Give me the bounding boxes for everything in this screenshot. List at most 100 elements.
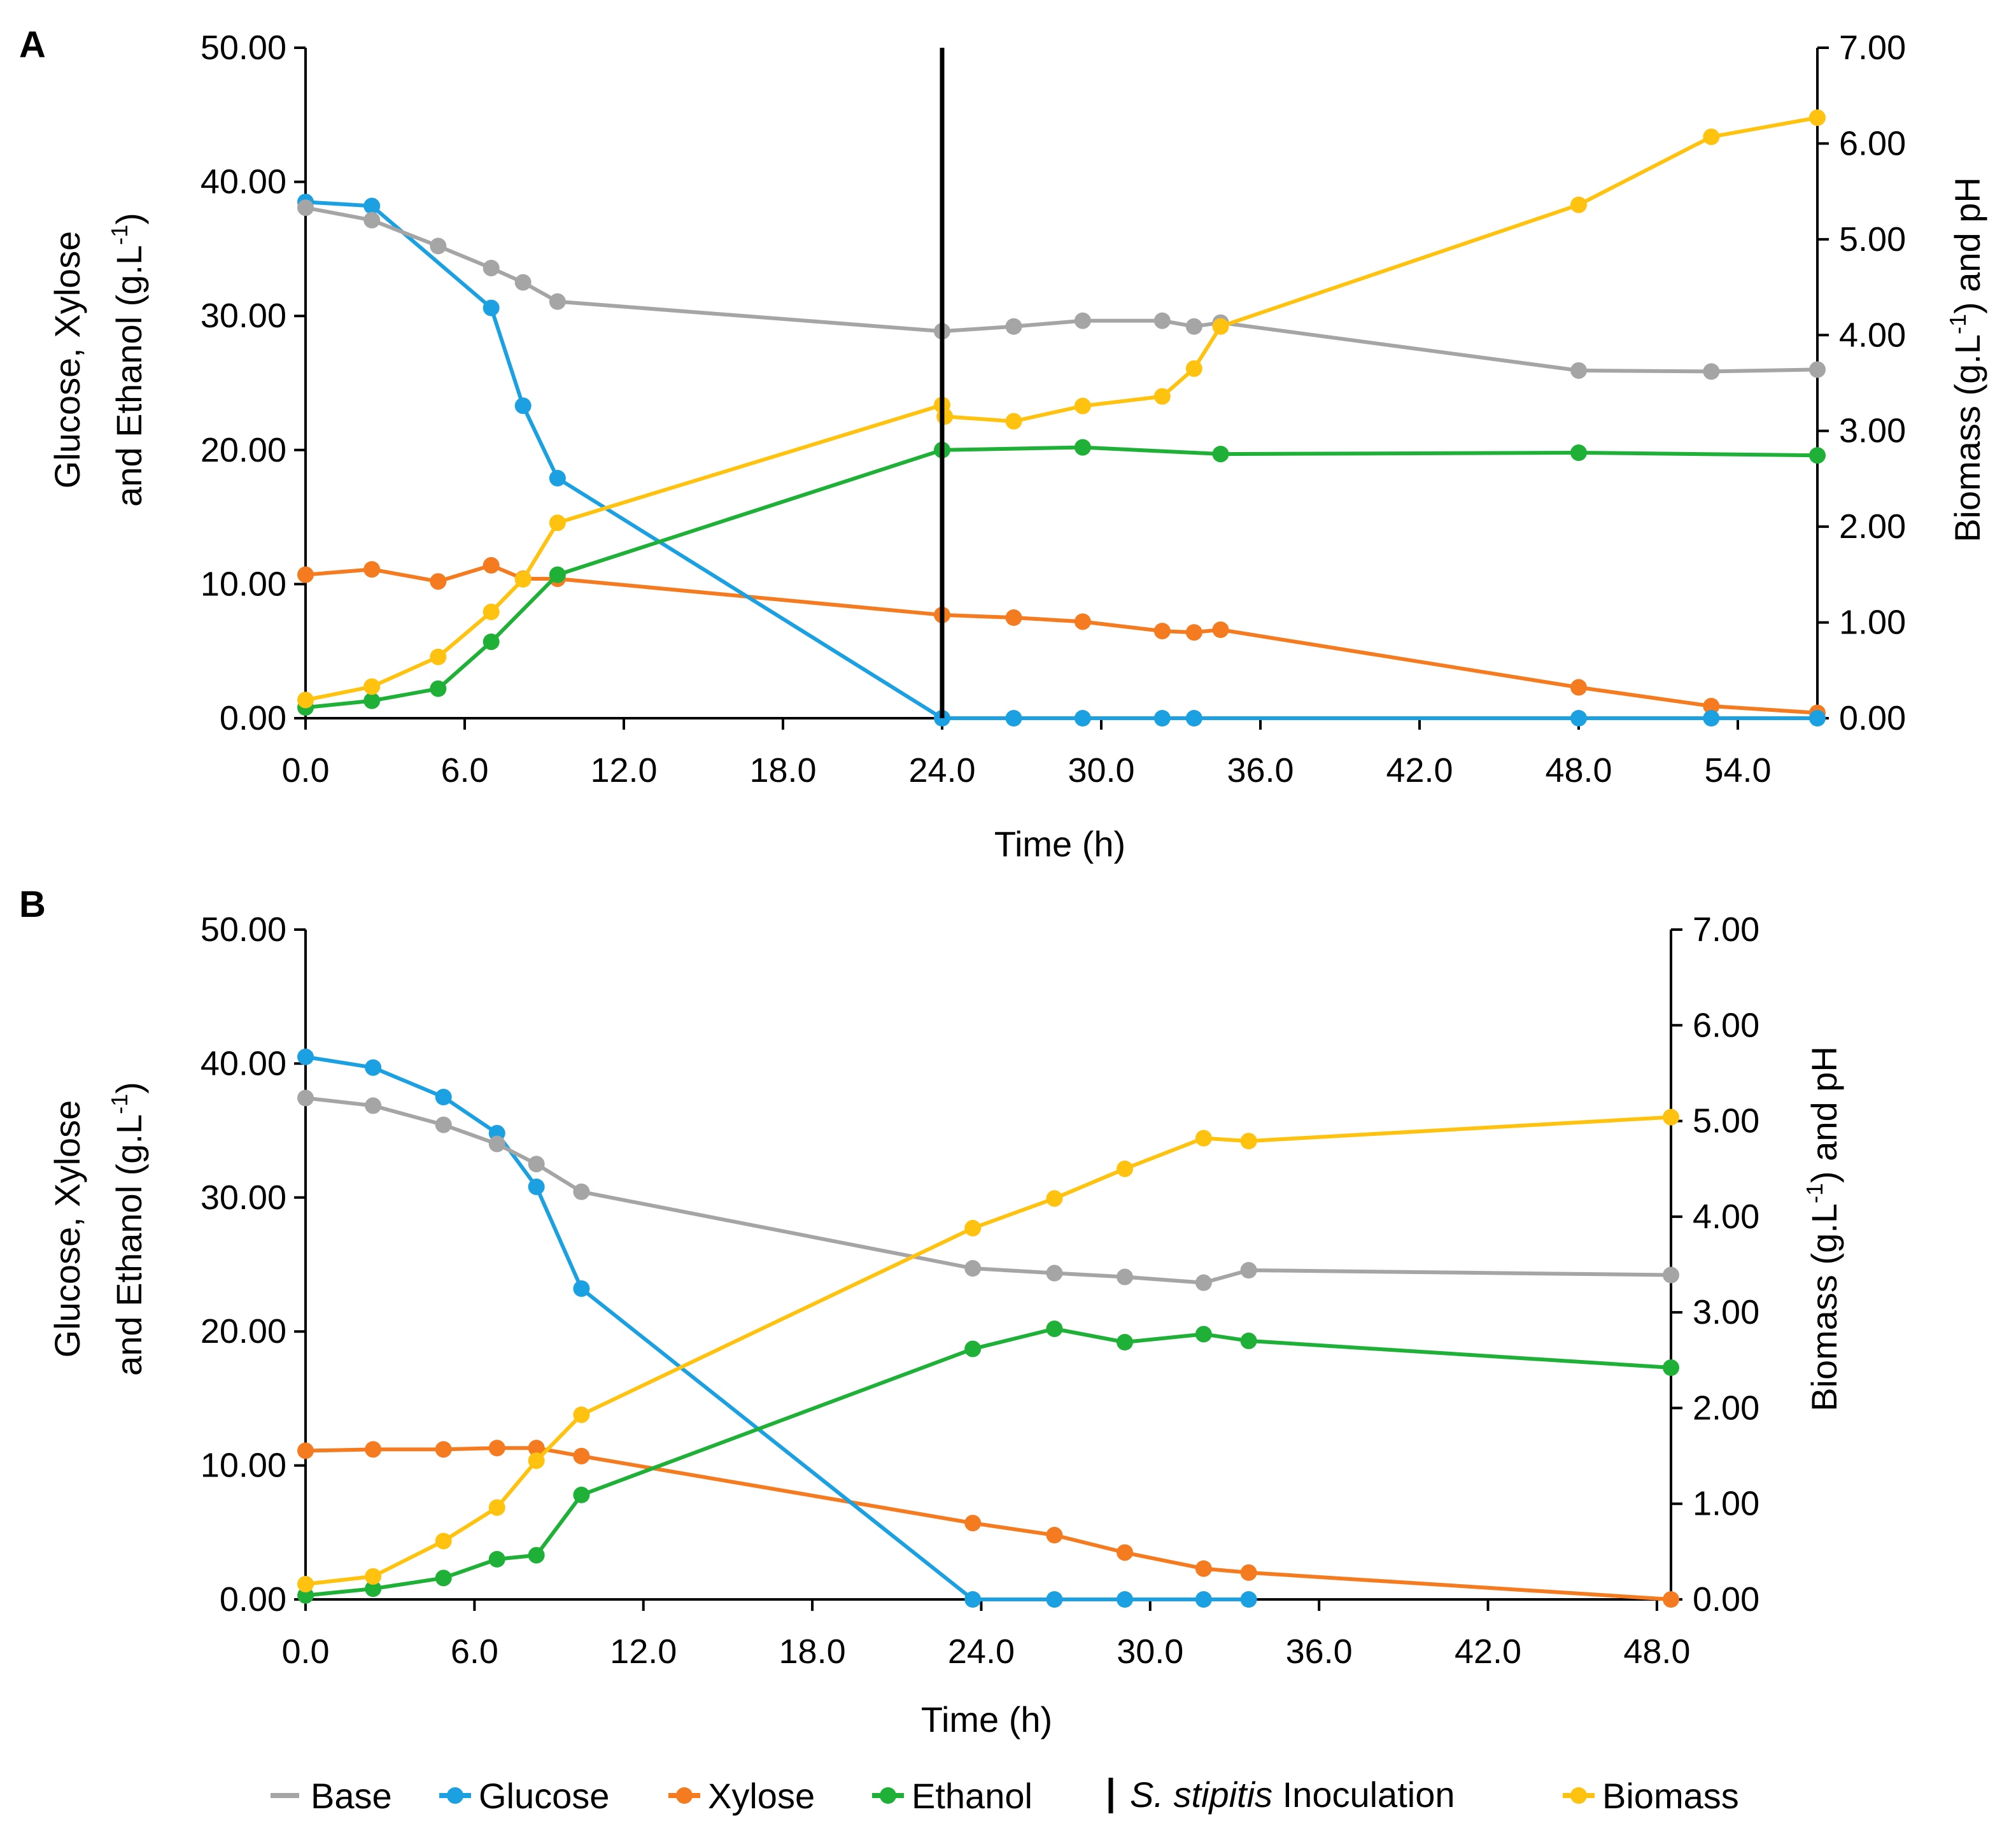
panel-b-x-tick-label: 18.0 [779,1633,846,1671]
panel-a-series-biomass-point [1074,397,1091,414]
panel-b-y-title-sup: -1 [106,1094,132,1114]
panel-b-x-tick-label: 12.0 [610,1633,677,1671]
panel-b-series-glucose-point [1117,1591,1133,1608]
panel-b-series-ethanol-point [573,1486,590,1503]
legend-swatch-biomass-marker [1570,1787,1587,1804]
panel-b-series-biomass-point [964,1219,982,1236]
panel-a-series-xylose-line [305,563,1818,715]
panel-b-series-ethanol-point [528,1547,545,1564]
panel-label-a: A [19,24,46,66]
panel-a-series-biomass-point [1809,109,1826,126]
panel-b-series-biomass-point [365,1568,382,1585]
panel-b-y2-tick-label: 6.00 [1693,1006,1759,1044]
panel-a-series-ethanol-point [549,566,566,583]
panel-b-y2-tick-label: 5.00 [1693,1102,1759,1140]
panel-b-x-tick-label: 30.0 [1117,1633,1183,1671]
panel-b-series-glucose-point [297,1048,314,1065]
panel-a-series-base-line [305,206,1818,374]
panel-b-y2-title-text: Biomass (g.L [1804,1203,1844,1412]
panel-b-y-tick-label: 20.00 [201,1312,286,1350]
panel-b-series-biomass-line [305,1115,1672,1586]
panel-a-y2-title-end: ) and pH [1947,177,1987,314]
panel-a-series-xylose-point [1212,621,1229,639]
panel-b-series-glucose-point [365,1059,382,1076]
panel-b-series-xylose-point [1195,1560,1212,1577]
panel-a-x-axis-title: Time (h) [994,824,1125,864]
panel-b-y2-tick-label: 2.00 [1693,1389,1759,1427]
panel-a-series-xylose-point [1703,698,1720,715]
panel-b-series-glucose-point [1240,1591,1257,1608]
panel-b: B Glucose, Xylose and Ethanol (g.L-1) Bi… [19,884,1844,1739]
panel-a-series-base-point [549,293,566,310]
panel-a-x-tick-label: 0.0 [281,751,329,790]
panel-a-y-title-line1: Glucose, Xylose [47,231,87,489]
panel-b-plot-area: 0.00 10.00 20.00 30.00 40.00 50.00 0.00 1.00 2.0… [201,910,1759,1671]
panel-a-series-biomass-point [1005,413,1022,430]
panel-a-y-title-sup: -1 [106,225,132,245]
panel-b-series-base-point [488,1135,505,1152]
legend-label-biomass: Biomass [1602,1776,1739,1816]
panel-a-x-tick-label: 48.0 [1545,751,1612,790]
panel-a-y-axis-title: Glucose, Xylose and Ethanol (g.L-1) [47,213,149,507]
panel-b-x-tick-label: 6.0 [451,1633,498,1671]
panel-a: A Glucose, Xylose and Ethanol (g.L-1) Bi… [19,24,1987,864]
panel-b-series-biomass-point [1663,1109,1679,1126]
panel-b-series-glucose-point [528,1178,545,1195]
legend-swatch-glucose-marker [447,1787,463,1804]
panel-a-series-xylose-point [1153,623,1171,640]
panel-b-x-tick-label: 48.0 [1623,1633,1690,1671]
panel-b-series-glucose-point [435,1089,452,1105]
panel-a-series-biomass-point [936,408,954,425]
legend-item-xylose: Xylose [668,1776,815,1816]
panel-a-series-glucose-point [363,197,381,215]
panel-b-series-base-point [1195,1274,1212,1291]
panel-a-series-glucose-point [549,470,566,487]
panel-a-series-glucose-point [1153,710,1171,726]
panel-b-series-base-point [1663,1266,1679,1284]
panel-b-series-xylose-point [435,1441,452,1458]
panel-b-y2-tick-label: 7.00 [1693,910,1759,949]
panel-b-series-biomass-point [1117,1160,1133,1177]
panel-a-y2-tick-label: 1.00 [1839,604,1906,642]
panel-a-series-xylose-point [1074,613,1091,630]
panel-b-series-base-point [1046,1265,1063,1282]
panel-b-series-xylose-point [488,1440,505,1457]
panel-a-series-biomass-point [1703,128,1720,145]
panel-a-series-biomass-point [1570,196,1587,213]
panel-b-series-biomass-point [1240,1133,1257,1150]
legend-label-ethanol: Ethanol [912,1776,1033,1816]
panel-b-series-ethanol-line [305,1327,1672,1598]
panel-b-series-ethanol-point [488,1550,505,1568]
panel-a-y2-axis-title: Biomass (g.L-1) and pH [1945,177,1987,542]
legend-label-inoculation-rest: Inoculation [1272,1775,1455,1815]
panel-a-series-biomass-point [1212,318,1229,335]
panel-b-y2-title-end: ) and pH [1804,1046,1844,1183]
panel-a-series-base-point [363,211,381,229]
panel-b-y-title-end: ) [109,1082,149,1094]
panel-a-y-title-end: ) [109,213,149,225]
panel-a-x-tick-label: 42.0 [1386,751,1453,790]
panel-b-series-base-point [435,1116,452,1133]
panel-a-series-biomass-point [514,570,532,588]
panel-a-series-xylose-point [1570,679,1587,696]
panel-a-y-tick-label: 40.00 [201,163,286,201]
panel-b-series-ethanol-point [1046,1320,1063,1337]
panel-b-y-title-text: and Ethanol (g.L [109,1114,149,1376]
panel-a-series-base-point [1074,312,1091,329]
panel-a-series-glucose-point [1185,710,1202,726]
panel-b-y-tick-label: 50.00 [201,910,286,949]
panel-b-series-glucose-point [964,1591,982,1608]
panel-a-x-tick-label: 36.0 [1227,751,1293,790]
panel-a-x-tick-label: 30.0 [1068,751,1134,790]
panel-a-series-xylose-point [1005,609,1022,627]
panel-b-series-base-point [528,1156,545,1173]
legend-label-base: Base [311,1776,392,1816]
legend: Base Glucose Xylose Ethanol S. stipitis … [271,1775,1739,1816]
panel-b-y-tick-label: 0.00 [220,1580,286,1619]
panel-a-y2-title-text: Biomass (g.L [1947,334,1987,542]
panel-a-series-base-point [1809,361,1826,378]
panel-a-series-xylose-point [1185,624,1202,641]
panel-b-series-ethanol-point [435,1569,452,1587]
panel-a-y2-tick-label: 0.00 [1839,699,1906,737]
panel-a-series-glucose-line [305,200,1817,720]
